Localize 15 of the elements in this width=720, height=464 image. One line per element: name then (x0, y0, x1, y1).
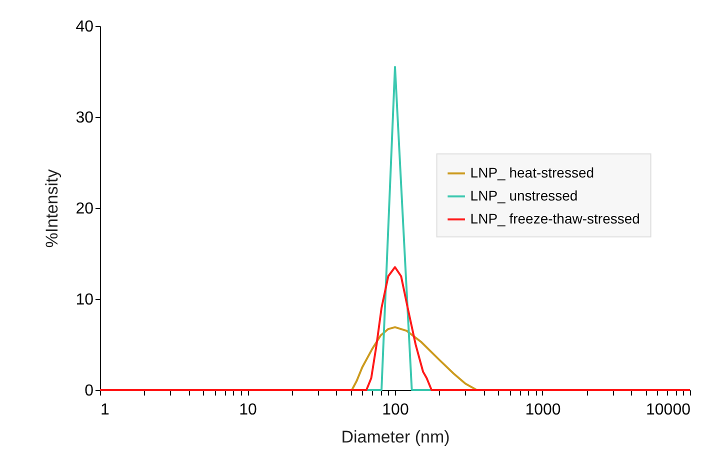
x-tick-label: 10 (239, 402, 257, 418)
y-axis-title: %Intensity (42, 168, 62, 248)
x-tick-label: 100 (382, 402, 409, 418)
legend-label: LNP_ heat-stressed (470, 164, 594, 180)
y-tick-label: 20 (76, 200, 94, 218)
legend-label: LNP_ freeze-thaw-stressed (470, 210, 640, 226)
legend-label: LNP_ unstressed (470, 187, 578, 204)
x-tick-label: 1 (100, 402, 110, 418)
x-axis-title: Diameter (nm) (341, 428, 450, 446)
y-tick-label: 30 (76, 110, 94, 126)
y-tick-label: 10 (76, 292, 94, 308)
x-tick-label: 10000 (646, 402, 691, 418)
y-tick-label: 0 (84, 382, 94, 400)
y-tick-label: 40 (76, 18, 94, 36)
x-tick-label: 1000 (525, 402, 561, 418)
